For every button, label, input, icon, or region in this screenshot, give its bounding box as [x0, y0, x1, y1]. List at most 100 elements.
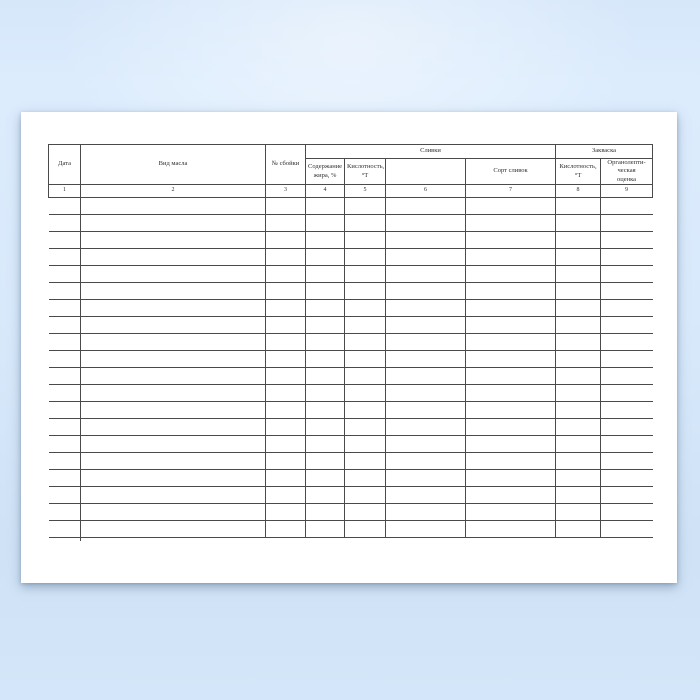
empty-cell	[80, 418, 266, 437]
header-sub-row: Содержание жира, % Кислотность, °Т Сорт …	[49, 157, 654, 186]
empty-cell	[305, 503, 345, 522]
empty-cell	[600, 469, 653, 488]
empty-cell	[48, 350, 81, 369]
empty-cell	[80, 265, 266, 284]
empty-cell	[464, 520, 557, 539]
empty-cell	[600, 197, 653, 216]
empty-cell	[555, 265, 602, 284]
empty-cell	[464, 333, 557, 352]
empty-cell	[464, 197, 557, 216]
empty-cell	[80, 503, 266, 522]
empty-cell	[385, 350, 466, 369]
empty-cell	[600, 503, 653, 522]
empty-cell	[305, 299, 345, 318]
empty-cell	[555, 452, 602, 471]
header-organoleptic-score: Органолепти- ческая оценка	[600, 157, 654, 186]
empty-cell	[464, 214, 557, 233]
empty-cell	[48, 418, 81, 437]
empty-cell	[305, 231, 345, 250]
empty-cell	[305, 248, 345, 267]
header-cream-grade: Сорт сливок	[464, 157, 557, 186]
empty-cell	[385, 367, 466, 386]
empty-cell	[344, 350, 386, 369]
empty-cell	[80, 435, 266, 454]
empty-cell	[265, 316, 306, 335]
empty-cell	[555, 469, 602, 488]
empty-cell	[464, 469, 557, 488]
empty-cell	[265, 231, 306, 250]
empty-cell	[385, 486, 466, 505]
column-number: 5	[344, 184, 386, 199]
empty-cell	[385, 299, 466, 318]
empty-cell	[48, 401, 81, 420]
empty-cell	[555, 367, 602, 386]
empty-cell	[265, 469, 306, 488]
empty-cell	[344, 520, 386, 539]
empty-cell	[265, 282, 306, 301]
empty-cell	[464, 486, 557, 505]
empty-cell	[305, 350, 345, 369]
table-row	[48, 503, 653, 522]
empty-cell	[600, 214, 653, 233]
empty-cell	[305, 452, 345, 471]
table-row	[48, 418, 653, 437]
empty-cell	[385, 231, 466, 250]
empty-cell	[48, 316, 81, 335]
empty-cell	[305, 367, 345, 386]
empty-cell	[80, 231, 266, 250]
empty-cell	[344, 214, 386, 233]
empty-cell	[48, 299, 81, 318]
table-row	[48, 265, 653, 284]
empty-cell	[80, 299, 266, 318]
empty-cell	[555, 231, 602, 250]
empty-cell	[385, 333, 466, 352]
empty-cell	[80, 197, 266, 216]
empty-cell	[344, 435, 386, 454]
empty-cell	[265, 350, 306, 369]
empty-cell	[344, 231, 386, 250]
empty-cell	[555, 520, 602, 539]
empty-cell	[80, 316, 266, 335]
empty-cell	[555, 316, 602, 335]
empty-cell	[385, 248, 466, 267]
empty-cell	[464, 384, 557, 403]
empty-cell	[555, 503, 602, 522]
empty-cell	[305, 384, 345, 403]
empty-cell	[265, 486, 306, 505]
header-unlabeled-column	[385, 157, 466, 186]
header-group-starter: Закваска	[555, 144, 654, 159]
empty-cell	[385, 452, 466, 471]
empty-cell	[305, 265, 345, 284]
butter-register-table: Дата Вид масла № сбойки Сливки Закваска …	[48, 143, 654, 542]
empty-cell	[464, 367, 557, 386]
empty-cell	[48, 265, 81, 284]
empty-cell	[80, 486, 266, 505]
table-header: Дата Вид масла № сбойки Сливки Закваска …	[48, 143, 654, 199]
empty-cell	[305, 197, 345, 216]
header-cream-acidity: Кислотность, °Т	[344, 157, 386, 186]
empty-cell	[555, 197, 602, 216]
table-row	[48, 248, 653, 267]
empty-cell	[305, 520, 345, 539]
table-row	[48, 316, 653, 335]
empty-cell	[555, 282, 602, 301]
empty-cell	[464, 503, 557, 522]
table-row	[48, 231, 653, 250]
table-row	[48, 452, 653, 471]
empty-cell	[265, 265, 306, 284]
header-date: Дата	[48, 143, 81, 186]
empty-cell	[344, 197, 386, 216]
empty-cell	[600, 282, 653, 301]
table-row	[48, 469, 653, 488]
form-table-body	[48, 197, 653, 542]
table-row	[48, 299, 653, 318]
table-row	[48, 520, 653, 542]
column-number: 6	[385, 184, 466, 199]
empty-cell	[265, 418, 306, 437]
empty-cell	[600, 350, 653, 369]
empty-cell	[265, 197, 306, 216]
column-number: 1	[48, 184, 81, 199]
column-number: 2	[80, 184, 266, 199]
empty-cell	[305, 435, 345, 454]
empty-cell	[305, 469, 345, 488]
